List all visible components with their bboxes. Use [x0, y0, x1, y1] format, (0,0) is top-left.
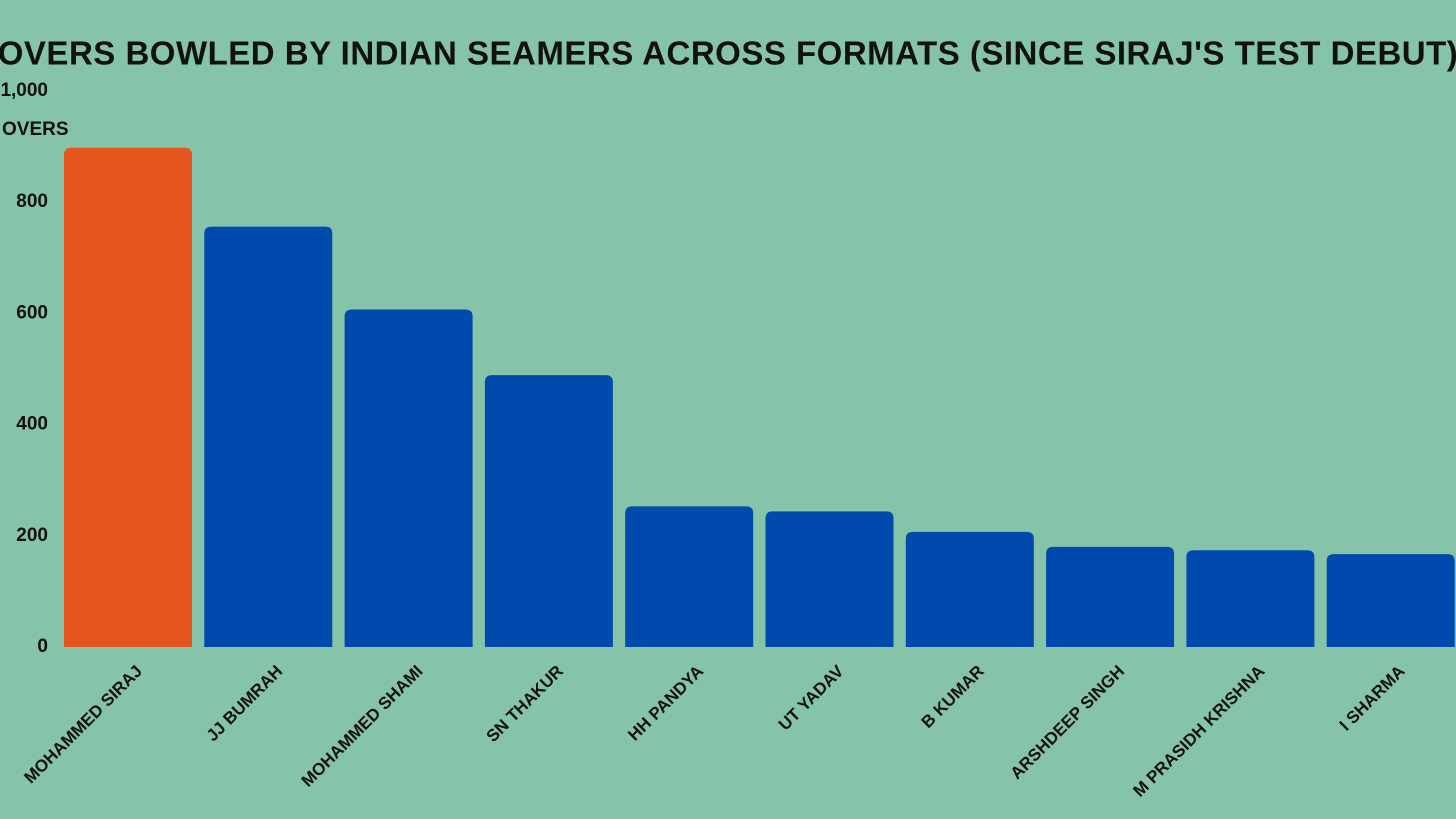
y-tick-label: 200: [16, 525, 48, 546]
y-tick-label: 800: [16, 191, 48, 212]
x-tick-label: MOHAMMED SIRAJ: [20, 662, 146, 788]
x-tick-label: JJ BUMRAH: [203, 662, 287, 746]
bar: [1186, 550, 1315, 647]
chart-title: OVERS BOWLED BY INDIAN SEAMERS ACROSS FO…: [0, 35, 1456, 72]
bar: [204, 226, 333, 647]
bar: [1326, 554, 1455, 647]
x-tick-label: I SHARMA: [1336, 662, 1409, 735]
bar: [905, 531, 1034, 647]
y-tick-label: 400: [16, 414, 48, 435]
bar: [64, 147, 192, 647]
y-axis-label: OVERS: [2, 119, 69, 140]
y-tick-label: 0: [37, 636, 48, 657]
x-tick-label: UT YADAV: [775, 661, 848, 734]
bar: [765, 511, 894, 647]
bar: [344, 309, 473, 647]
bar: [625, 506, 754, 647]
bar: [1046, 546, 1175, 647]
x-tick-label: MOHAMMED SHAMI: [298, 662, 427, 791]
bar: [484, 375, 613, 647]
x-tick-label: B KUMAR: [918, 662, 988, 732]
x-tick-label: ARSHDEEP SINGH: [1007, 662, 1128, 783]
x-tick-label: SN THAKUR: [483, 662, 567, 746]
x-tick-label: HH PANDYA: [624, 662, 707, 745]
y-tick-label: 1,000: [0, 80, 48, 101]
y-tick-label: 600: [16, 302, 48, 323]
x-tick-label: M PRASIDH KRISHNA: [1129, 662, 1268, 801]
